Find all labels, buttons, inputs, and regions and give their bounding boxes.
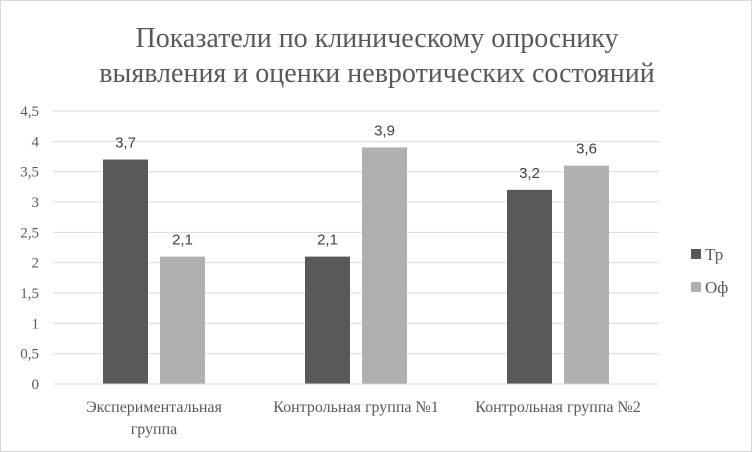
x-category-label: Экспериментальная — [86, 399, 222, 416]
data-label: 3,7 — [115, 135, 136, 152]
chart-title-line-1: Показатели по клиническому опроснику — [135, 23, 618, 54]
y-tick-label: 0,5 — [20, 347, 39, 363]
y-tick-label: 2 — [32, 256, 40, 272]
data-label: 3,2 — [519, 165, 540, 182]
legend-swatch-Оф — [691, 282, 701, 292]
y-tick-label: 1 — [32, 316, 40, 332]
x-category-label: Контрольная группа №2 — [475, 399, 641, 416]
bar-Тр — [103, 159, 148, 384]
data-label: 2,1 — [317, 232, 338, 249]
chart-title-line-2: выявления и оценки невротических состоян… — [99, 58, 654, 89]
data-label: 3,9 — [374, 122, 395, 139]
data-label: 2,1 — [172, 232, 193, 249]
y-tick-label: 4,5 — [20, 104, 39, 120]
bar-Оф — [564, 165, 609, 384]
bar-Тр — [305, 256, 350, 384]
bar-Тр — [507, 189, 552, 384]
y-tick-label: 3,5 — [20, 165, 39, 181]
x-category-label: группа — [131, 421, 178, 438]
y-tick-label: 2,5 — [20, 225, 39, 241]
bar-Оф — [160, 256, 205, 384]
legend-label: Оф — [705, 278, 728, 297]
y-tick-label: 3 — [32, 195, 40, 211]
y-tick-label: 4 — [32, 134, 40, 150]
bar-Оф — [362, 147, 407, 384]
y-tick-label: 1,5 — [20, 286, 39, 302]
data-label: 3,6 — [576, 141, 597, 158]
legend-swatch-Тр — [691, 249, 701, 259]
y-tick-label: 0 — [32, 377, 40, 393]
x-category-label: Контрольная группа №1 — [273, 399, 439, 416]
legend-label: Тр — [705, 245, 723, 264]
